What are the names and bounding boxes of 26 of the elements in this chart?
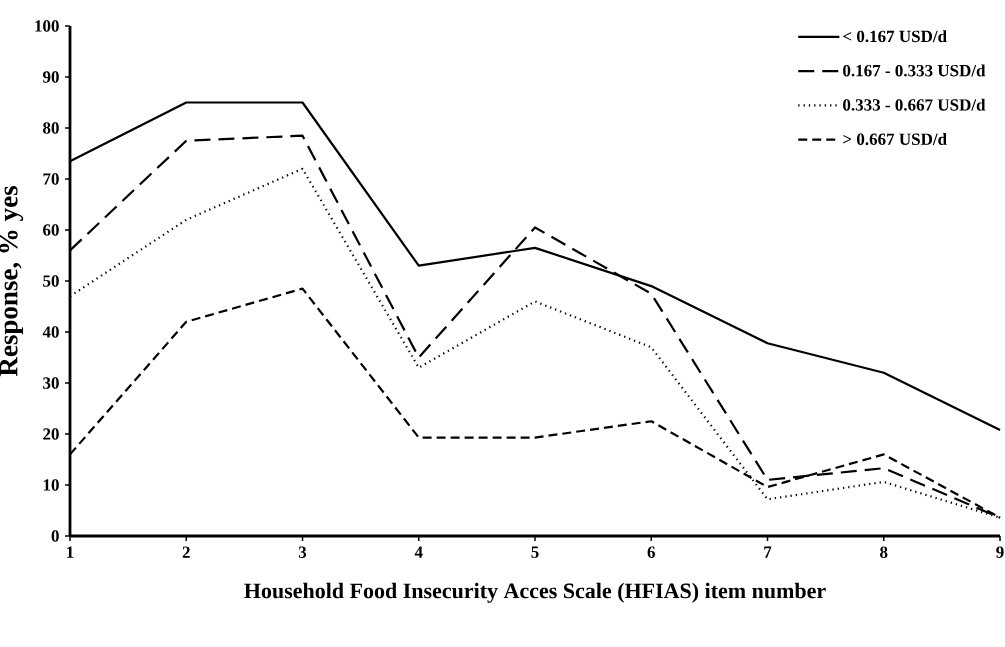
x-tick-label: 4 — [414, 546, 423, 558]
x-tick-label: 9 — [996, 546, 1004, 558]
x-tick-label: 1 — [67, 546, 74, 558]
y-tick-label: 70 — [43, 173, 59, 185]
legend-label: 0.333 - 0.667 USD/d — [843, 98, 986, 111]
x-tick-label: 7 — [764, 546, 772, 558]
legend-label: 0.167 - 0.333 USD/d — [843, 64, 986, 77]
y-tick-label: 0 — [51, 530, 59, 542]
y-tick-label: 40 — [42, 326, 59, 338]
y-axis-title: Response, % yes — [0, 186, 24, 377]
x-tick-label: 3 — [298, 546, 307, 558]
x-tick-label: 2 — [182, 546, 190, 558]
y-tick-label: 100 — [35, 20, 59, 32]
x-tick-label: 6 — [647, 546, 656, 558]
x-axis-title: Household Food Insecurity Acces Scale (HFIAS) item number — [244, 582, 826, 603]
legend-label: < 0.167 USD/d — [843, 30, 947, 43]
x-tick-label: 8 — [880, 546, 888, 558]
y-tick-label: 20 — [43, 428, 59, 440]
y-tick-label: 60 — [43, 224, 59, 236]
y-tick-label: 50 — [43, 275, 59, 287]
y-tick-label: 80 — [43, 122, 59, 134]
y-tick-label: 90 — [42, 71, 59, 83]
x-tick-label: 5 — [531, 546, 539, 558]
y-tick-label: 10 — [43, 479, 59, 491]
y-tick-label: 30 — [43, 377, 59, 389]
legend-label: > 0.667 USD/d — [843, 133, 947, 146]
